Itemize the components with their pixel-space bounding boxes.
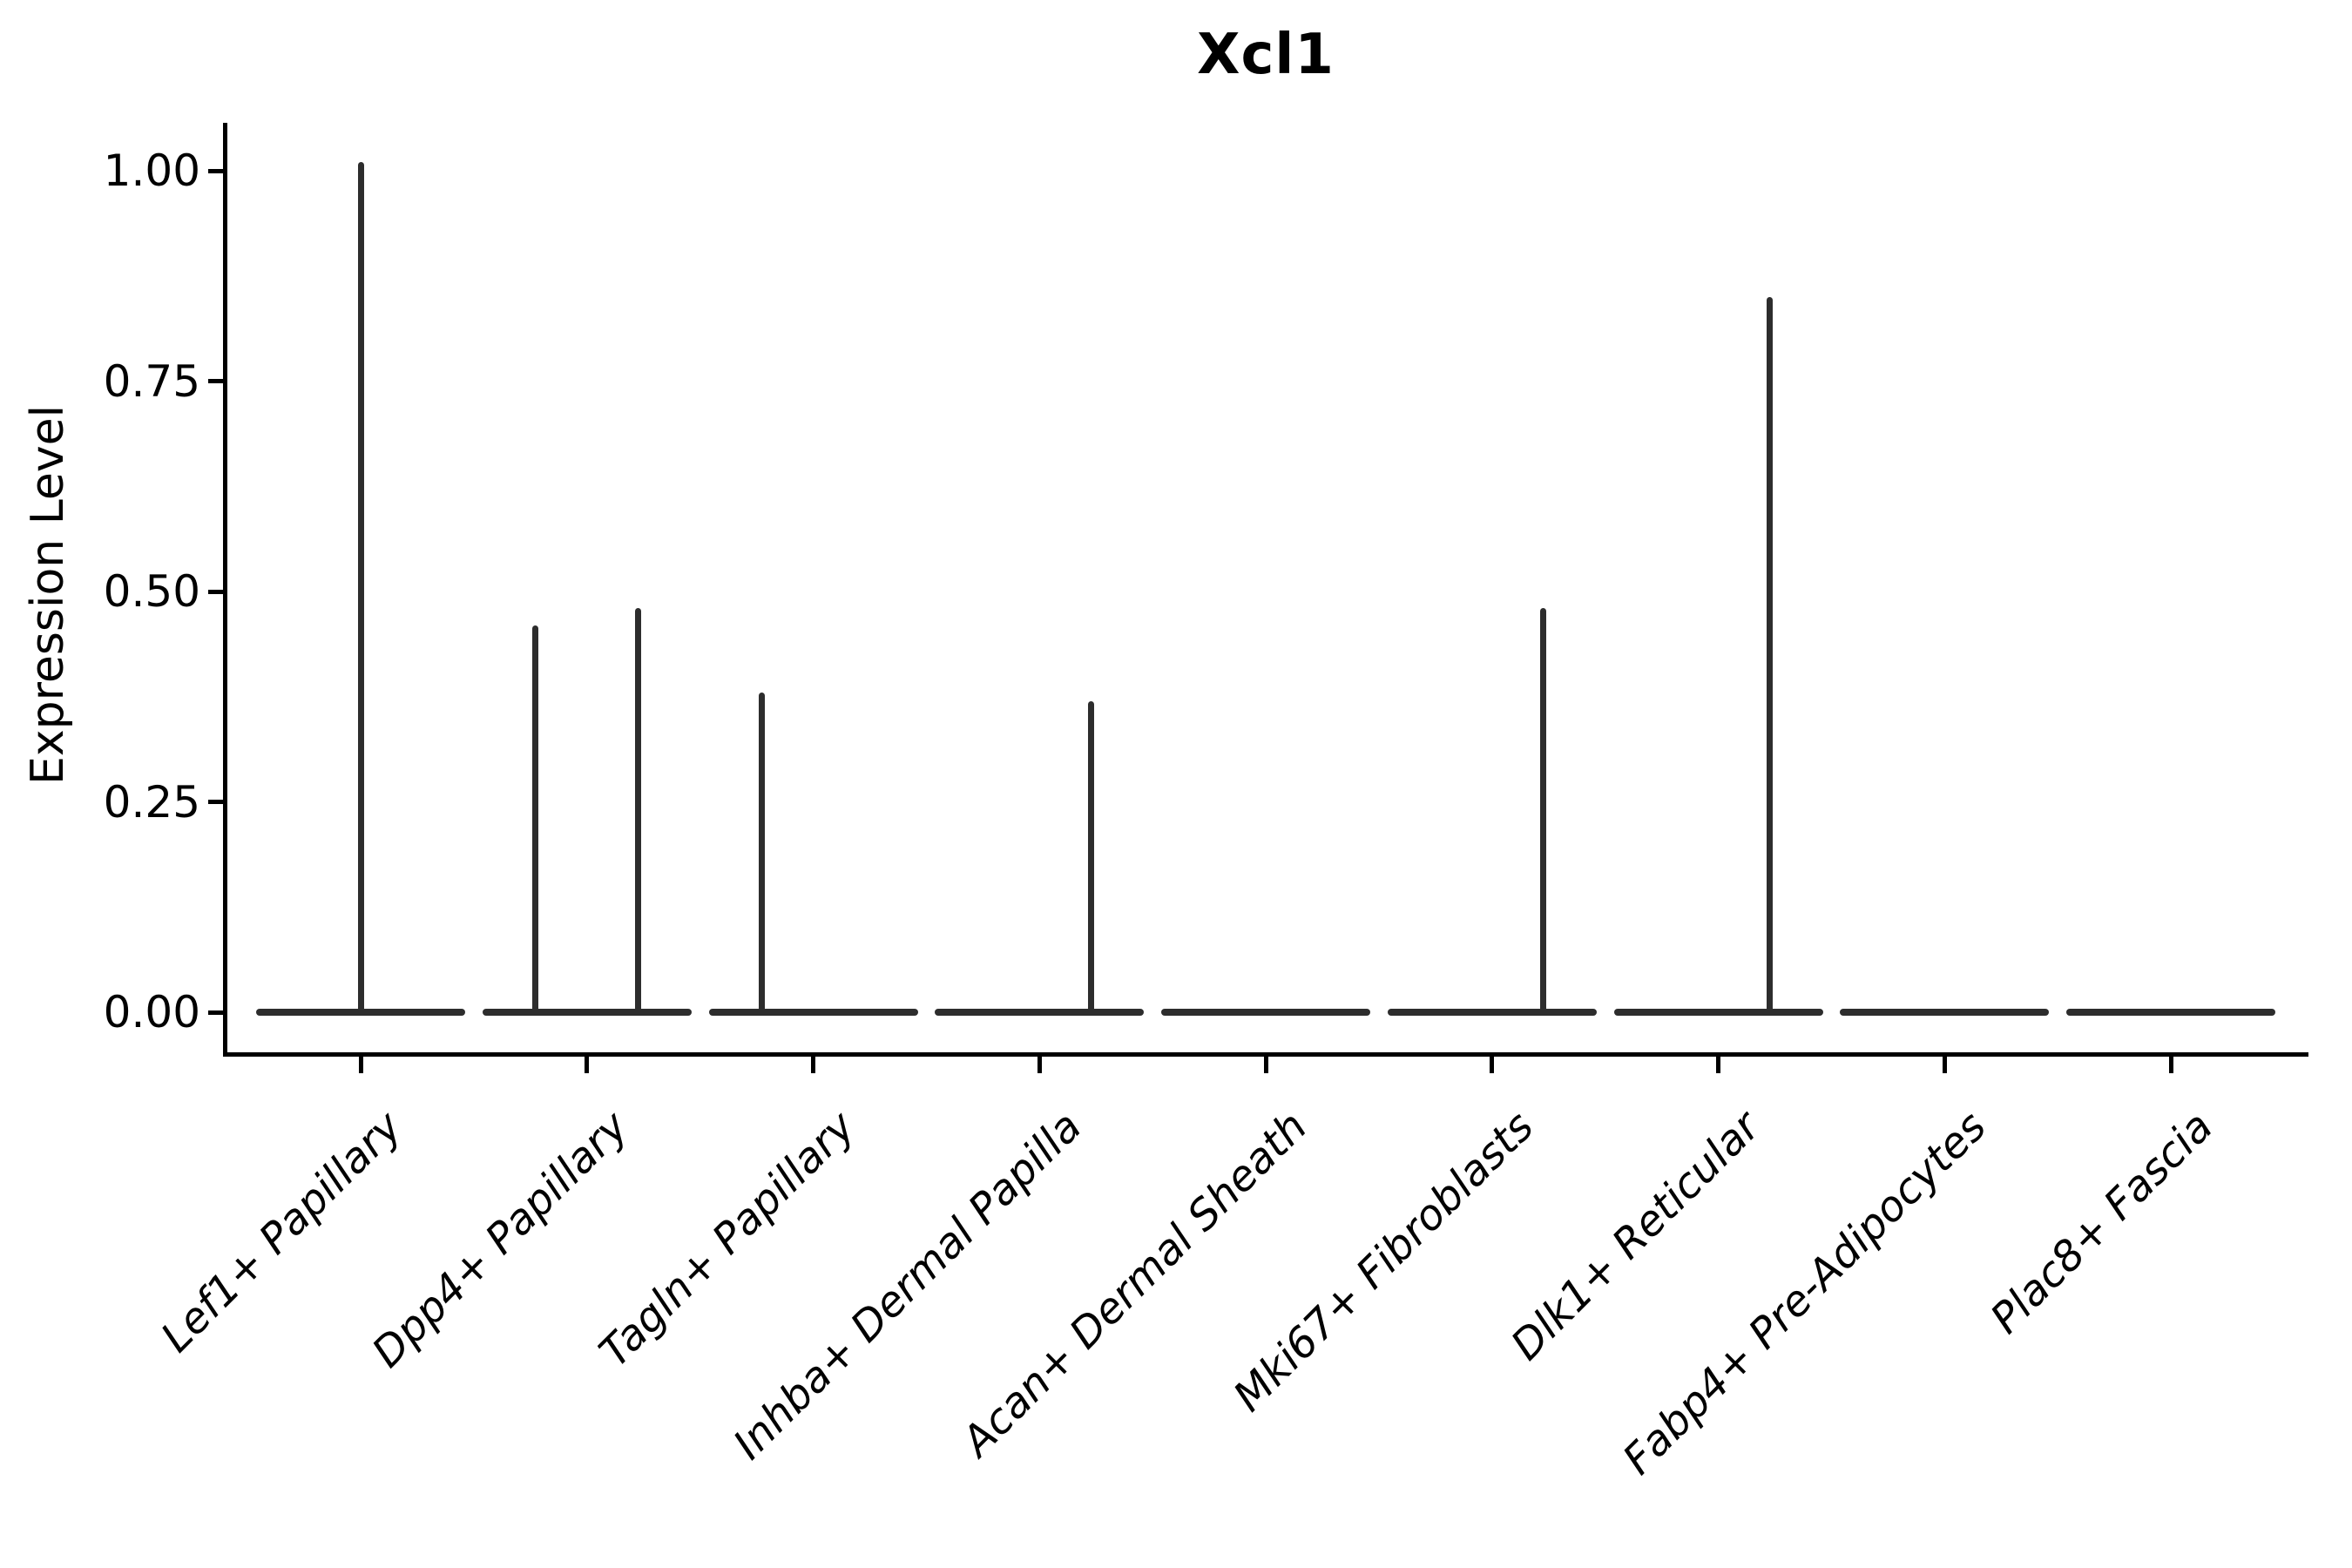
x-tick: [1716, 1057, 1720, 1073]
violin-baseline: [708, 1009, 918, 1016]
x-tick-label: Lef1+ Papillary: [152, 1102, 412, 1362]
x-tick: [1037, 1057, 1042, 1073]
x-tick-label: Fabp4+ Pre-Adipocytes: [1613, 1102, 1997, 1484]
x-tick-label: Tagln+ Papillary: [590, 1102, 865, 1377]
violin-spike: [759, 692, 765, 1016]
violin-spike: [357, 162, 364, 1016]
x-tick-label: Plac8+ Fascia: [1981, 1102, 2222, 1343]
y-tick: [208, 168, 223, 173]
violin-baseline: [256, 1009, 465, 1016]
violin-baseline: [1387, 1009, 1597, 1016]
y-tick-label: 0.50: [103, 566, 200, 617]
y-tick-label: 0.25: [103, 776, 200, 828]
violin-baseline: [1840, 1009, 2050, 1016]
y-tick-label: 1.00: [103, 145, 200, 196]
x-tick: [2168, 1057, 2173, 1073]
violin-spike: [1540, 608, 1547, 1016]
violin-baseline: [482, 1009, 692, 1016]
violin-baseline: [2066, 1009, 2275, 1016]
x-tick-label: Dlk1+ Reticular: [1502, 1102, 1770, 1370]
x-axis-spine: [223, 1052, 2308, 1057]
chart-title: Xcl1: [1197, 23, 1335, 87]
y-tick-label: 0.00: [103, 987, 200, 1037]
violin-baseline: [1161, 1009, 1370, 1016]
y-axis-spine: [223, 123, 227, 1057]
violin-spike: [1767, 296, 1773, 1016]
violin-spike: [635, 608, 642, 1016]
y-tick: [208, 379, 223, 383]
y-tick: [208, 1010, 223, 1015]
y-tick: [208, 800, 223, 804]
y-tick-label: 0.75: [103, 355, 200, 407]
x-tick-label: Dpp4+ Papillary: [362, 1102, 639, 1377]
violin-spike: [532, 625, 539, 1016]
violin-spike: [1087, 700, 1094, 1016]
x-tick: [358, 1057, 363, 1073]
y-tick: [208, 589, 223, 594]
violin-baseline: [935, 1009, 1145, 1016]
x-tick: [1942, 1057, 1947, 1073]
x-tick: [585, 1057, 590, 1073]
x-tick: [811, 1057, 815, 1073]
violin-baseline: [1613, 1009, 1823, 1016]
x-tick: [1490, 1057, 1495, 1073]
x-tick: [1263, 1057, 1268, 1073]
